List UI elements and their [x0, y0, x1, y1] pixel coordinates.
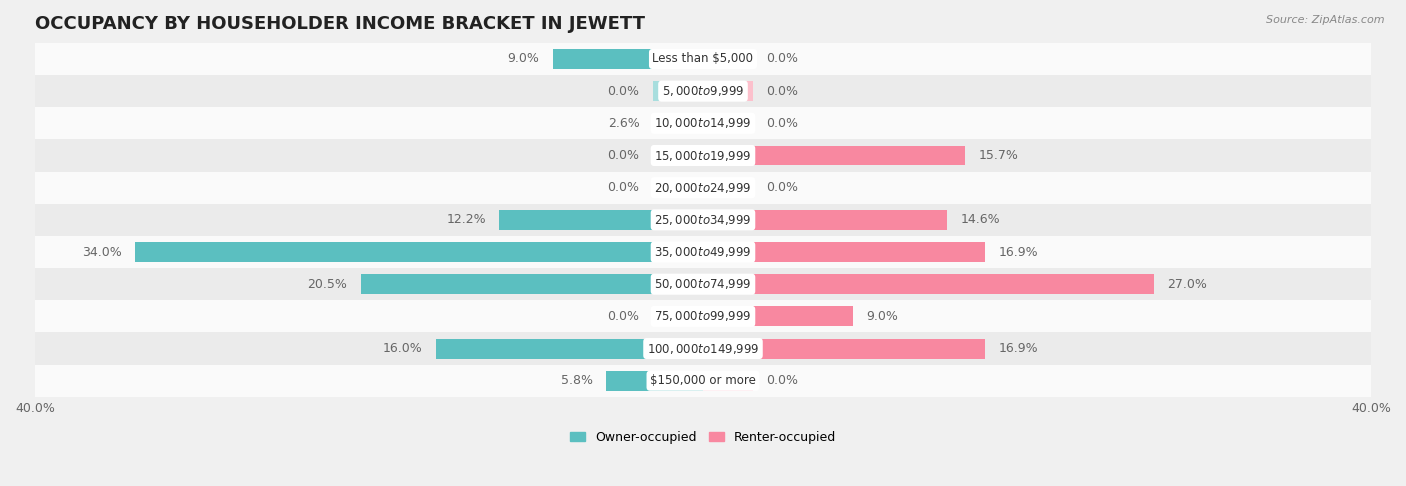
Text: 16.9%: 16.9% [998, 245, 1038, 259]
Bar [436, 339, 703, 359]
Bar [35, 332, 1371, 364]
Bar [35, 107, 1371, 139]
Text: 0.0%: 0.0% [766, 181, 799, 194]
Text: Less than $5,000: Less than $5,000 [652, 52, 754, 66]
Bar [35, 43, 1371, 75]
Text: $100,000 to $149,999: $100,000 to $149,999 [647, 342, 759, 356]
Text: 0.0%: 0.0% [766, 85, 799, 98]
Bar [703, 339, 986, 359]
Text: 20.5%: 20.5% [308, 278, 347, 291]
Bar [652, 178, 703, 198]
Text: OCCUPANCY BY HOUSEHOLDER INCOME BRACKET IN JEWETT: OCCUPANCY BY HOUSEHOLDER INCOME BRACKET … [35, 15, 645, 33]
Text: $10,000 to $14,999: $10,000 to $14,999 [654, 116, 752, 130]
Bar [35, 204, 1371, 236]
Text: $50,000 to $74,999: $50,000 to $74,999 [654, 277, 752, 291]
Bar [35, 172, 1371, 204]
Text: 5.8%: 5.8% [561, 374, 593, 387]
Bar [703, 145, 965, 165]
Text: 27.0%: 27.0% [1167, 278, 1208, 291]
Bar [35, 75, 1371, 107]
Text: 16.0%: 16.0% [382, 342, 422, 355]
Bar [606, 371, 703, 391]
Text: $150,000 or more: $150,000 or more [650, 374, 756, 387]
Text: 0.0%: 0.0% [766, 374, 799, 387]
Bar [135, 242, 703, 262]
Text: Source: ZipAtlas.com: Source: ZipAtlas.com [1267, 15, 1385, 25]
Bar [499, 210, 703, 230]
Bar [360, 274, 703, 294]
Bar [703, 371, 754, 391]
Text: 16.9%: 16.9% [998, 342, 1038, 355]
Bar [652, 306, 703, 327]
Text: 12.2%: 12.2% [446, 213, 486, 226]
Bar [35, 268, 1371, 300]
Bar [652, 81, 703, 101]
Text: $20,000 to $24,999: $20,000 to $24,999 [654, 181, 752, 195]
Text: 0.0%: 0.0% [766, 117, 799, 130]
Bar [652, 113, 703, 133]
Text: 14.6%: 14.6% [960, 213, 1000, 226]
Text: 2.6%: 2.6% [607, 117, 640, 130]
Bar [703, 274, 1154, 294]
Text: $5,000 to $9,999: $5,000 to $9,999 [662, 84, 744, 98]
Bar [35, 139, 1371, 172]
Text: 0.0%: 0.0% [607, 85, 640, 98]
Bar [35, 236, 1371, 268]
Text: 15.7%: 15.7% [979, 149, 1018, 162]
Text: $35,000 to $49,999: $35,000 to $49,999 [654, 245, 752, 259]
Bar [703, 210, 946, 230]
Text: $75,000 to $99,999: $75,000 to $99,999 [654, 310, 752, 323]
Text: 0.0%: 0.0% [607, 310, 640, 323]
Text: 0.0%: 0.0% [766, 52, 799, 66]
Bar [35, 300, 1371, 332]
Text: 0.0%: 0.0% [607, 149, 640, 162]
Bar [703, 81, 754, 101]
Bar [703, 306, 853, 327]
Bar [652, 145, 703, 165]
Text: 9.0%: 9.0% [866, 310, 898, 323]
Bar [703, 113, 754, 133]
Text: $25,000 to $34,999: $25,000 to $34,999 [654, 213, 752, 227]
Bar [703, 178, 754, 198]
Bar [35, 364, 1371, 397]
Bar [703, 242, 986, 262]
Text: $15,000 to $19,999: $15,000 to $19,999 [654, 149, 752, 162]
Legend: Owner-occupied, Renter-occupied: Owner-occupied, Renter-occupied [569, 431, 837, 444]
Text: 0.0%: 0.0% [607, 181, 640, 194]
Bar [553, 49, 703, 69]
Text: 34.0%: 34.0% [82, 245, 122, 259]
Text: 9.0%: 9.0% [508, 52, 540, 66]
Bar [703, 49, 754, 69]
